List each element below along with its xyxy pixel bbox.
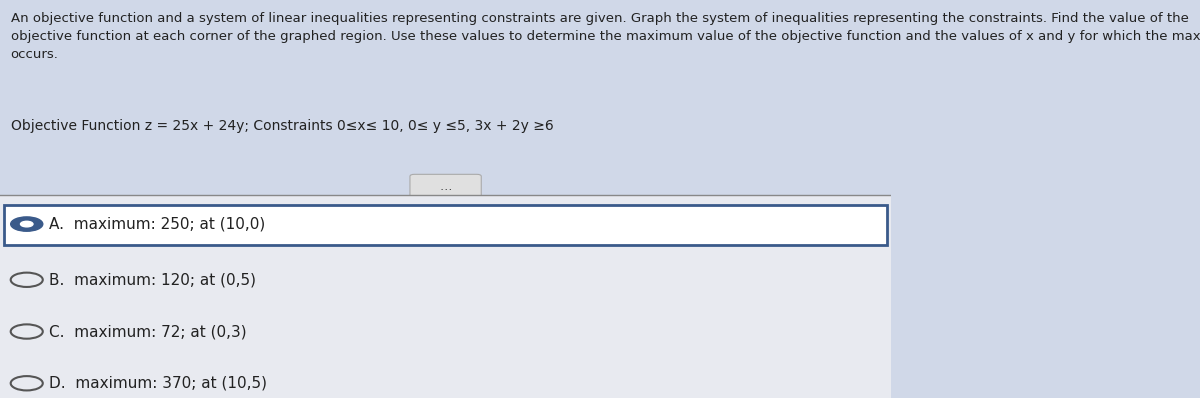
FancyBboxPatch shape bbox=[410, 174, 481, 198]
Circle shape bbox=[20, 221, 32, 227]
Text: …: … bbox=[439, 180, 452, 193]
Text: B.  maximum: 120; at (0,5): B. maximum: 120; at (0,5) bbox=[49, 272, 256, 287]
FancyBboxPatch shape bbox=[0, 0, 892, 187]
Text: An objective function and a system of linear inequalities representing constrain: An objective function and a system of li… bbox=[11, 12, 1200, 61]
FancyBboxPatch shape bbox=[5, 205, 887, 245]
Text: C.  maximum: 72; at (0,3): C. maximum: 72; at (0,3) bbox=[49, 324, 247, 339]
Text: A.  maximum: 250; at (10,0): A. maximum: 250; at (10,0) bbox=[49, 217, 265, 232]
Circle shape bbox=[11, 217, 43, 231]
Text: Objective Function z = 25x + 24y; Constraints 0≤x≤ 10, 0≤ y ≤5, 3x + 2y ≥6: Objective Function z = 25x + 24y; Constr… bbox=[11, 119, 553, 133]
Text: D.  maximum: 370; at (10,5): D. maximum: 370; at (10,5) bbox=[49, 376, 268, 391]
FancyBboxPatch shape bbox=[0, 195, 892, 398]
